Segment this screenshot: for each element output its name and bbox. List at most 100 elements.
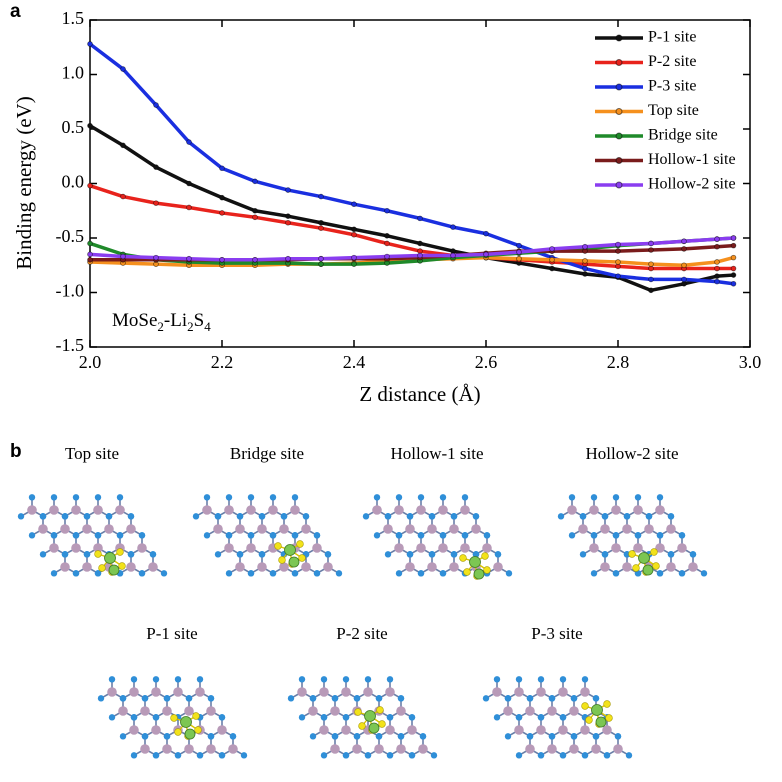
data-point bbox=[285, 187, 291, 193]
data-point bbox=[483, 230, 489, 237]
se-atom bbox=[247, 494, 255, 501]
data-point bbox=[351, 201, 357, 208]
se-atom bbox=[320, 714, 328, 721]
se-atom bbox=[108, 714, 116, 721]
se-atom bbox=[537, 714, 545, 721]
mo-atom bbox=[93, 543, 103, 553]
mo-atom bbox=[427, 524, 437, 534]
se-atom bbox=[335, 570, 343, 577]
mo-atom bbox=[60, 524, 70, 534]
se-atom bbox=[656, 570, 664, 577]
data-point bbox=[384, 240, 390, 247]
se-atom bbox=[590, 570, 598, 577]
se-atom bbox=[258, 551, 266, 558]
se-atom bbox=[236, 513, 244, 520]
mo-atom bbox=[104, 524, 114, 534]
se-atom bbox=[548, 695, 556, 702]
se-atom bbox=[397, 695, 405, 702]
x-tick-label: 2.8 bbox=[607, 352, 630, 372]
s-atom bbox=[94, 550, 102, 558]
data-point bbox=[730, 242, 737, 249]
data-point bbox=[582, 258, 588, 264]
data-point bbox=[351, 254, 357, 261]
data-point bbox=[648, 240, 654, 247]
se-atom bbox=[17, 513, 25, 520]
data-point bbox=[516, 249, 522, 255]
mo-atom bbox=[93, 505, 103, 515]
mo-atom bbox=[235, 524, 245, 534]
data-point bbox=[87, 256, 93, 263]
se-atom bbox=[141, 733, 149, 740]
y-tick-label: -1.0 bbox=[56, 281, 85, 301]
li-atom bbox=[104, 552, 116, 564]
mo-atom bbox=[162, 706, 172, 716]
se-atom bbox=[568, 532, 576, 539]
data-point bbox=[219, 210, 225, 216]
mo-atom bbox=[341, 725, 351, 735]
se-atom bbox=[214, 513, 222, 520]
mo-atom bbox=[438, 505, 448, 515]
se-atom bbox=[472, 551, 480, 558]
se-atom bbox=[493, 714, 501, 721]
se-atom bbox=[494, 551, 502, 558]
data-point bbox=[549, 265, 555, 272]
se-atom bbox=[557, 513, 565, 520]
se-atom bbox=[700, 570, 708, 577]
y-tick-label: 1.0 bbox=[62, 63, 85, 83]
s-atom bbox=[628, 550, 636, 558]
mo-atom bbox=[438, 543, 448, 553]
se-atom bbox=[581, 752, 589, 759]
se-atom bbox=[612, 494, 620, 501]
mo-atom bbox=[536, 725, 546, 735]
mo-atom bbox=[580, 725, 590, 735]
data-point bbox=[714, 278, 720, 285]
mo-atom bbox=[622, 562, 632, 572]
mo-atom bbox=[569, 744, 579, 754]
mo-atom bbox=[677, 543, 687, 553]
se-atom bbox=[450, 551, 458, 558]
mo-atom bbox=[319, 725, 329, 735]
data-point bbox=[681, 246, 687, 252]
structure-label: Bridge site bbox=[230, 444, 304, 463]
lattice bbox=[192, 494, 343, 577]
legend-marker bbox=[615, 34, 623, 42]
s-atom bbox=[652, 562, 660, 570]
se-atom bbox=[313, 532, 321, 539]
mo-atom bbox=[405, 562, 415, 572]
mo-atom bbox=[71, 505, 81, 515]
mo-atom bbox=[330, 706, 340, 716]
structure-label: P-1 site bbox=[146, 624, 197, 643]
mo-atom bbox=[514, 725, 524, 735]
se-atom bbox=[439, 532, 447, 539]
se-atom bbox=[373, 532, 381, 539]
se-atom bbox=[419, 733, 427, 740]
data-point bbox=[186, 139, 192, 145]
legend-marker bbox=[615, 59, 623, 66]
data-point bbox=[153, 254, 159, 261]
se-atom bbox=[483, 532, 491, 539]
mo-atom bbox=[297, 687, 307, 697]
mo-atom bbox=[184, 706, 194, 716]
legend-label: Bridge site bbox=[648, 127, 718, 144]
se-atom bbox=[207, 733, 215, 740]
se-atom bbox=[373, 494, 381, 501]
panel-label: b bbox=[10, 441, 22, 462]
se-atom bbox=[386, 676, 394, 683]
data-point bbox=[318, 219, 324, 226]
se-atom bbox=[634, 532, 642, 539]
se-atom bbox=[214, 551, 222, 558]
se-atom bbox=[269, 570, 277, 577]
mo-atom bbox=[405, 524, 415, 534]
structure-label: Hollow-1 site bbox=[390, 444, 483, 463]
se-atom bbox=[395, 494, 403, 501]
se-atom bbox=[461, 532, 469, 539]
mo-atom bbox=[633, 543, 643, 553]
data-point bbox=[516, 255, 522, 262]
s-atom bbox=[358, 722, 366, 730]
data-point bbox=[582, 243, 588, 250]
data-point bbox=[87, 41, 93, 47]
data-point bbox=[714, 236, 720, 242]
panel-label: a bbox=[10, 1, 21, 22]
se-atom bbox=[225, 570, 233, 577]
mo-atom bbox=[655, 505, 665, 515]
